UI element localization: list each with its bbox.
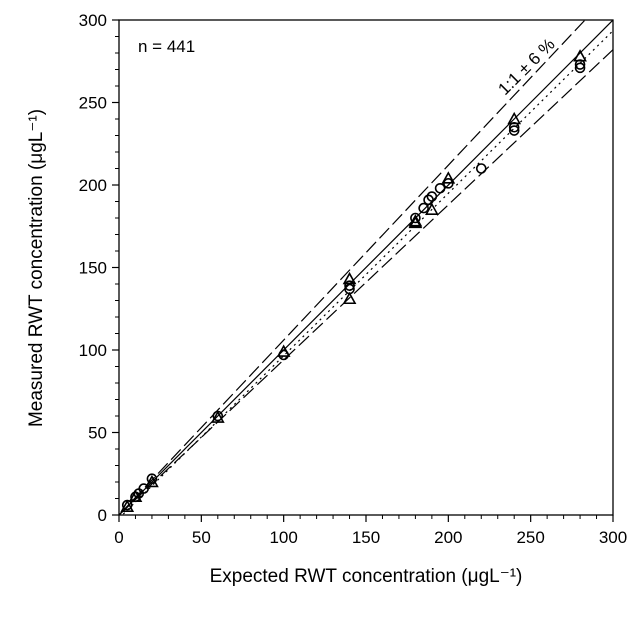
data-point-triangle [342,271,357,285]
x-tick-label: 150 [352,528,380,547]
data-point-circle [426,191,438,202]
one-to-one-label: 1:1 ± 6 % [494,35,558,99]
data-point-circle [410,212,421,224]
x-axis-ticks: 0 50 100 150 200 250 300 [114,515,627,547]
data-point-circle [423,194,434,206]
y-tick-label: 150 [79,259,107,278]
data-point-triangle [145,474,159,488]
data-point-triangle [120,499,135,512]
data-point-triangle [441,171,456,184]
data-point-triangle [210,410,225,423]
n-label: n = 441 [138,37,195,56]
x-tick-label: 0 [114,528,123,547]
data-point-triangle [425,202,439,215]
data-point-circle [434,183,446,194]
x-tick-label: 50 [192,528,211,547]
data-point-triangle [408,215,423,229]
y-tick-label: 100 [79,341,107,360]
y-tick-label: 300 [79,11,107,30]
reference-lines [119,20,613,515]
reference-line-dot-3 [121,29,613,515]
y-tick-label: 250 [79,94,107,113]
reference-line-dash-1 [119,20,586,515]
reference-line-dash-2 [119,48,613,515]
data-point-circle [508,125,520,136]
data-point-circle [475,163,487,174]
data-point-triangle [408,214,423,227]
data-point-circle [574,62,586,74]
x-tick-label: 100 [269,528,297,547]
data-point-triangle [573,49,587,62]
data-point-circle [344,280,355,291]
y-tick-label: 0 [98,506,107,525]
data-point-circle [146,473,158,485]
data-point-triangle [276,344,291,357]
data-point-triangle [128,489,143,503]
y-tick-label: 200 [79,176,107,195]
data-point-triangle [342,291,357,305]
x-tick-label: 300 [599,528,627,547]
x-tick-label: 250 [516,528,544,547]
reference-line-solid-0 [119,20,613,515]
y-tick-label: 50 [88,424,107,443]
y-axis-ticks: 0 50 100 150 200 250 300 [79,11,119,525]
data-point-circle [138,483,149,494]
data-point-circle [418,202,429,214]
x-axis-title: Expected RWT concentration (μgL⁻¹) [210,566,523,587]
x-tick-label: 200 [434,528,462,547]
data-point-triangle [507,111,522,125]
y-axis-title: Measured RWT concentration (μgL⁻¹) [26,109,47,427]
data-points [120,49,587,512]
